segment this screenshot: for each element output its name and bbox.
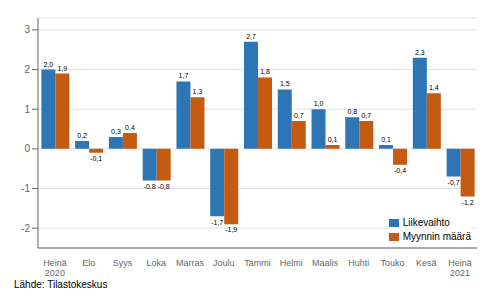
svg-text:0,7: 0,7 xyxy=(361,112,371,119)
svg-text:Kesä: Kesä xyxy=(416,258,437,268)
svg-text:Maalis: Maalis xyxy=(312,258,339,268)
svg-text:-0,8: -0,8 xyxy=(158,183,170,190)
svg-text:-0,8: -0,8 xyxy=(144,183,156,190)
svg-text:0,1: 0,1 xyxy=(381,136,391,143)
svg-text:-1,7: -1,7 xyxy=(211,219,223,226)
svg-text:1,5: 1,5 xyxy=(280,80,290,87)
svg-text:-1,2: -1,2 xyxy=(462,199,474,206)
svg-text:3: 3 xyxy=(24,24,30,35)
svg-text:1,8: 1,8 xyxy=(260,68,270,75)
svg-text:-0,4: -0,4 xyxy=(394,167,406,174)
svg-text:2,7: 2,7 xyxy=(246,33,256,40)
svg-text:1,3: 1,3 xyxy=(193,88,203,95)
html-text:Liikevaihto: Liikevaihto xyxy=(402,217,450,228)
html-text:Lähde: Tilastokeskus: Lähde: Tilastokeskus xyxy=(14,279,108,290)
svg-text:1,4: 1,4 xyxy=(429,84,439,91)
svg-text:Heinä2021: Heinä2021 xyxy=(448,258,472,278)
svg-text:Heinä2020: Heinä2020 xyxy=(43,258,67,278)
svg-text:0,2: 0,2 xyxy=(77,132,87,139)
svg-text:-0,7: -0,7 xyxy=(448,179,460,186)
svg-text:Touko: Touko xyxy=(381,258,405,268)
svg-text:0,7: 0,7 xyxy=(294,112,304,119)
svg-text:-2: -2 xyxy=(21,223,30,234)
svg-text:0,1: 0,1 xyxy=(328,136,338,143)
svg-text:Joulu: Joulu xyxy=(213,258,235,268)
svg-text:2,0: 2,0 xyxy=(44,61,54,68)
svg-text:-1: -1 xyxy=(21,183,30,194)
svg-text:0,8: 0,8 xyxy=(347,108,357,115)
svg-text:Loka: Loka xyxy=(146,258,166,268)
svg-text:-1,9: -1,9 xyxy=(225,226,237,233)
svg-text:2,3: 2,3 xyxy=(415,49,425,56)
svg-text:1,9: 1,9 xyxy=(58,65,68,72)
svg-text:Marras: Marras xyxy=(176,258,205,268)
svg-text:Tammi: Tammi xyxy=(244,258,271,268)
svg-text:0,4: 0,4 xyxy=(125,124,135,131)
svg-text:0,3: 0,3 xyxy=(111,128,121,135)
svg-text:Huhti: Huhti xyxy=(348,258,369,268)
svg-text:-0,1: -0,1 xyxy=(90,155,102,162)
html-text:Myynnin määrä: Myynnin määrä xyxy=(402,231,471,242)
svg-text:2: 2 xyxy=(24,64,30,75)
svg-text:1,0: 1,0 xyxy=(314,100,324,107)
svg-text:Elo: Elo xyxy=(82,258,95,268)
svg-text:Helmi: Helmi xyxy=(280,258,303,268)
svg-text:1: 1 xyxy=(24,104,30,115)
svg-text:1,7: 1,7 xyxy=(179,72,189,79)
svg-text:Syys: Syys xyxy=(113,258,133,268)
svg-text:0: 0 xyxy=(24,143,30,154)
